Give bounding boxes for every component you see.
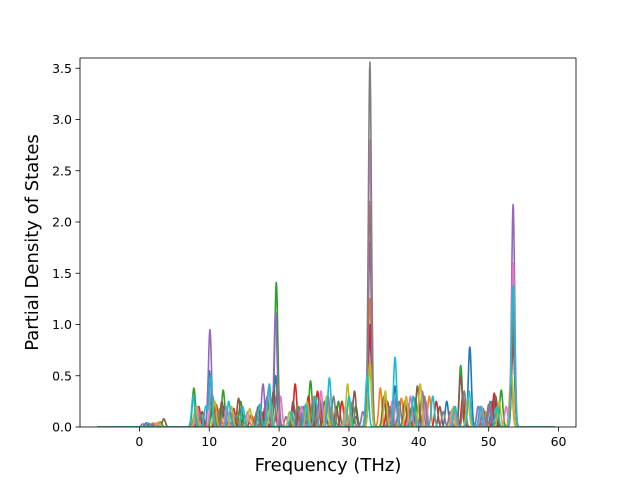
- series-line-10: [97, 284, 556, 427]
- series-line-7: [97, 139, 556, 427]
- series-line-5: [97, 203, 556, 427]
- y-tick-label: 3.0: [52, 112, 72, 127]
- x-tick-label: 40: [411, 434, 427, 449]
- y-tick-label: 2.0: [52, 215, 72, 230]
- y-tick-label: 1.5: [52, 266, 72, 281]
- y-tick-label: 0.0: [52, 420, 72, 435]
- y-tick-label: 0.5: [52, 368, 72, 383]
- y-tick-label: 3.5: [52, 61, 72, 76]
- series-line-6: [97, 200, 556, 427]
- plot-frame: [79, 57, 577, 428]
- series-line-8: [97, 61, 556, 427]
- x-tick-label: 30: [341, 434, 357, 449]
- series-line-9: [97, 361, 556, 427]
- x-tick-label: 20: [271, 434, 287, 449]
- y-tick-label: 2.5: [52, 163, 72, 178]
- x-tick-label: 50: [481, 434, 497, 449]
- y-tick-label: 1.0: [52, 317, 72, 332]
- x-tick-label: 60: [551, 434, 567, 449]
- series-layer: [97, 61, 556, 427]
- x-axis-label: Frequency (THz): [255, 455, 402, 476]
- x-tick-label: 0: [135, 434, 143, 449]
- x-axis-ticks: 0 10 20 30 40 50 60: [135, 427, 567, 449]
- y-axis-ticks: 0.0 0.5 1.0 1.5 2.0 2.5 3.0 3.5: [52, 61, 80, 435]
- x-tick-label: 10: [201, 434, 217, 449]
- y-axis-label: Partial Density of States: [22, 134, 43, 351]
